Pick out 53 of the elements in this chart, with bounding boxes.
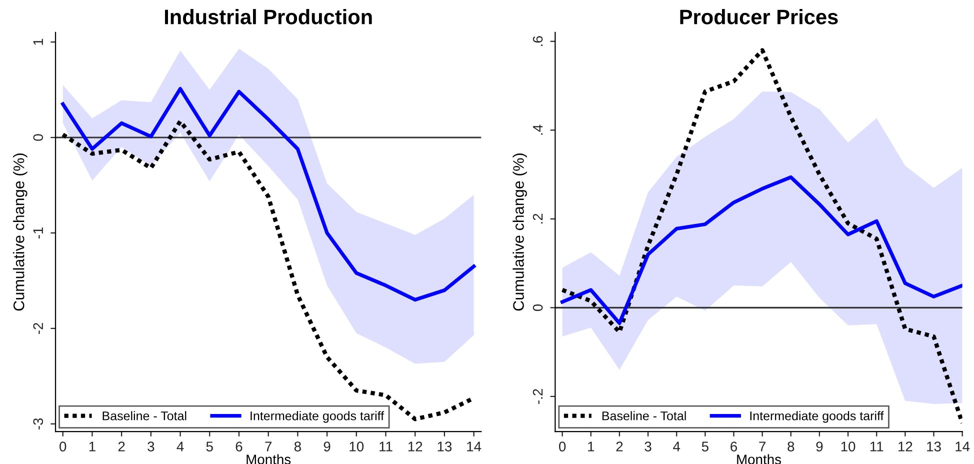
- y-tick-label: 0: [532, 304, 543, 311]
- x-tick-label: 4: [176, 442, 184, 452]
- legend-label: Baseline - Total: [602, 411, 686, 420]
- y-tick-label: -1: [33, 227, 43, 239]
- x-tick-label: 8: [788, 442, 794, 452]
- line-series: [560, 48, 962, 426]
- x-tick-label: 7: [759, 442, 766, 452]
- x-tick-label: 13: [438, 442, 452, 452]
- y-tick-label: .2: [532, 214, 543, 224]
- x-tick-label: 14: [956, 442, 970, 452]
- line-series: [560, 175, 962, 326]
- line-series: [61, 87, 476, 302]
- y-tick-label: -3: [33, 418, 44, 430]
- y-tick-label: .6: [532, 36, 543, 46]
- x-tick-label: 12: [408, 442, 422, 452]
- x-tick-label: 2: [616, 442, 623, 452]
- x-tick-label: 4: [673, 442, 680, 452]
- x-tick-label: 1: [588, 442, 594, 452]
- x-tick-label: 3: [644, 442, 652, 452]
- x-tick-label: 13: [927, 442, 941, 452]
- x-tick-label: 3: [148, 442, 154, 452]
- x-tick-label: 7: [265, 442, 272, 452]
- chart-title: Industrial Production: [164, 9, 372, 24]
- x-tick-label: 14: [467, 442, 482, 452]
- legend-label: Intermediate goods tariff: [250, 411, 384, 423]
- x-tick-label: 12: [898, 442, 912, 452]
- x-tick-label: 5: [702, 442, 708, 452]
- x-tick-label: 6: [236, 442, 242, 452]
- x-tick-label: 0: [559, 442, 566, 452]
- y-tick-label: -2: [33, 322, 43, 334]
- x-tick-label: 11: [380, 442, 392, 452]
- x-tick-label: 8: [294, 442, 301, 452]
- y-tick-label: .4: [533, 124, 543, 135]
- y-tick-label: 0: [33, 134, 44, 141]
- x-tick-label: 10: [350, 442, 364, 452]
- y-axis-title: Cumulative change (%): [512, 154, 527, 311]
- y-tick-label: -.2: [532, 389, 543, 404]
- x-tick-label: 0: [60, 442, 66, 452]
- x-axis-title: Months: [737, 454, 782, 464]
- x-tick-label: 9: [816, 442, 823, 452]
- y-tick-label: 1: [33, 38, 43, 45]
- x-axis-title: Months: [246, 454, 291, 464]
- x-tick-label: 10: [841, 442, 856, 452]
- x-tick-label: 6: [730, 442, 737, 452]
- legend-label: Baseline - Total: [102, 411, 186, 420]
- x-tick-label: 1: [89, 442, 96, 452]
- x-tick-label: 9: [324, 442, 330, 452]
- y-axis-title: Cumulative change (%): [13, 154, 28, 311]
- x-tick-label: 5: [206, 442, 213, 452]
- legend-label: Intermediate goods tariff: [750, 411, 884, 423]
- chart-title: Producer Prices: [680, 9, 838, 24]
- x-tick-label: 11: [870, 442, 884, 452]
- x-tick-label: 2: [118, 442, 125, 452]
